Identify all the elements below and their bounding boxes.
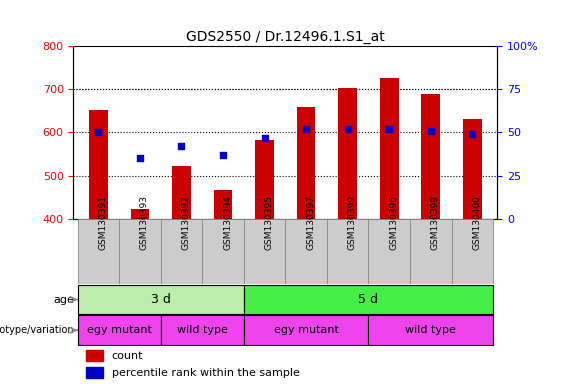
Point	[136, 155, 145, 161]
Text: 3 d: 3 d	[151, 293, 171, 306]
Text: GSM130396: GSM130396	[389, 195, 398, 250]
Text: GSM130400: GSM130400	[472, 195, 481, 250]
FancyBboxPatch shape	[368, 219, 410, 284]
Text: 5 d: 5 d	[358, 293, 379, 306]
Point	[468, 131, 477, 137]
Text: GSM130397: GSM130397	[306, 195, 315, 250]
Bar	[297, 108, 315, 219]
Bar	[172, 166, 191, 219]
Point	[177, 143, 186, 149]
Text: wild type: wild type	[177, 325, 228, 335]
FancyBboxPatch shape	[77, 316, 160, 345]
Bar	[255, 140, 274, 219]
Text: GSM130394: GSM130394	[223, 195, 232, 250]
Text: wild type: wild type	[405, 325, 456, 335]
Text: count: count	[112, 351, 143, 361]
FancyBboxPatch shape	[77, 285, 244, 314]
FancyBboxPatch shape	[160, 219, 202, 284]
FancyBboxPatch shape	[327, 219, 368, 284]
Text: GSM130391: GSM130391	[98, 195, 107, 250]
Text: GSM130398: GSM130398	[431, 195, 440, 250]
FancyBboxPatch shape	[451, 219, 493, 284]
Text: egy mutant: egy mutant	[86, 325, 151, 335]
Bar	[86, 367, 103, 378]
Text: GSM130395: GSM130395	[264, 195, 273, 250]
Point	[219, 152, 228, 158]
FancyBboxPatch shape	[202, 219, 244, 284]
Bar	[131, 209, 149, 219]
Bar	[86, 350, 103, 361]
FancyBboxPatch shape	[119, 219, 160, 284]
Text: egy mutant: egy mutant	[273, 325, 338, 335]
Text: GSM130393: GSM130393	[140, 195, 149, 250]
FancyBboxPatch shape	[244, 219, 285, 284]
Bar	[89, 110, 108, 219]
Bar	[380, 78, 398, 219]
Title: GDS2550 / Dr.12496.1.S1_at: GDS2550 / Dr.12496.1.S1_at	[186, 30, 385, 44]
Text: genotype/variation: genotype/variation	[0, 325, 74, 335]
FancyBboxPatch shape	[368, 316, 493, 345]
Bar	[421, 94, 440, 219]
FancyBboxPatch shape	[160, 316, 244, 345]
Text: GSM130399: GSM130399	[347, 195, 357, 250]
Point	[385, 126, 394, 132]
Point	[302, 126, 311, 132]
Bar	[214, 190, 232, 219]
FancyBboxPatch shape	[410, 219, 451, 284]
Bar	[338, 88, 357, 219]
FancyBboxPatch shape	[285, 219, 327, 284]
Point	[343, 126, 352, 132]
Point	[260, 135, 269, 141]
Text: percentile rank within the sample: percentile rank within the sample	[112, 368, 299, 378]
FancyBboxPatch shape	[77, 219, 119, 284]
Point	[426, 127, 435, 134]
Bar	[463, 119, 481, 219]
Point	[94, 129, 103, 136]
Text: GSM130392: GSM130392	[181, 195, 190, 250]
FancyBboxPatch shape	[244, 316, 368, 345]
FancyBboxPatch shape	[244, 285, 493, 314]
Text: age: age	[54, 295, 74, 305]
